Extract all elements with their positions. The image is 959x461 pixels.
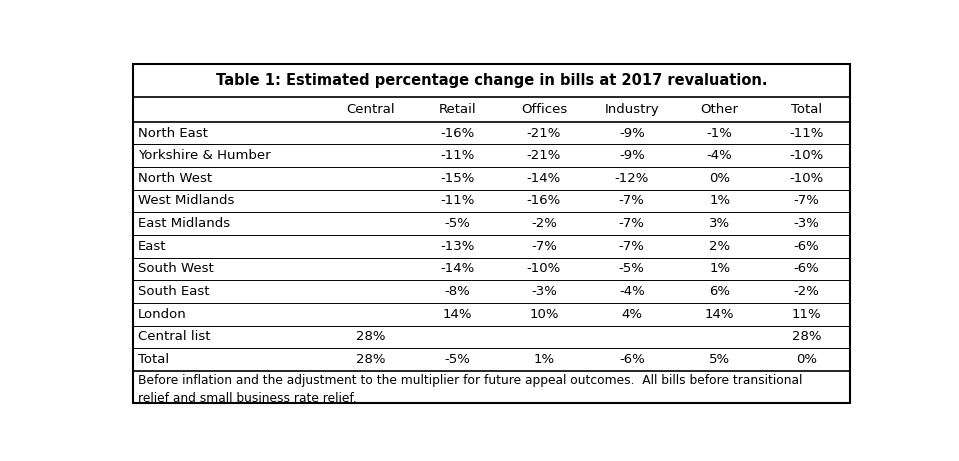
Text: London: London: [138, 308, 186, 321]
Text: -10%: -10%: [526, 262, 561, 275]
Text: 14%: 14%: [705, 308, 735, 321]
Text: -21%: -21%: [526, 149, 561, 162]
Text: -2%: -2%: [793, 285, 819, 298]
Text: -3%: -3%: [793, 217, 819, 230]
Text: -4%: -4%: [707, 149, 733, 162]
Text: North West: North West: [138, 172, 212, 185]
Text: -6%: -6%: [619, 353, 644, 366]
Text: -14%: -14%: [440, 262, 475, 275]
Text: -21%: -21%: [526, 126, 561, 140]
Text: Total: Total: [791, 103, 822, 116]
Text: -2%: -2%: [531, 217, 557, 230]
Text: Table 1: Estimated percentage change in bills at 2017 revaluation.: Table 1: Estimated percentage change in …: [216, 73, 767, 88]
Text: 11%: 11%: [791, 308, 821, 321]
Text: -6%: -6%: [793, 262, 819, 275]
Text: -11%: -11%: [789, 126, 824, 140]
Text: -9%: -9%: [619, 126, 644, 140]
Text: 6%: 6%: [710, 285, 730, 298]
Text: West Midlands: West Midlands: [138, 195, 234, 207]
Text: 3%: 3%: [709, 217, 731, 230]
Text: Industry: Industry: [604, 103, 659, 116]
Text: -13%: -13%: [440, 240, 475, 253]
Text: Other: Other: [701, 103, 738, 116]
Text: Before inflation and the adjustment to the multiplier for future appeal outcomes: Before inflation and the adjustment to t…: [138, 374, 802, 405]
Text: -15%: -15%: [440, 172, 475, 185]
Text: 1%: 1%: [709, 262, 731, 275]
Text: Yorkshire & Humber: Yorkshire & Humber: [138, 149, 270, 162]
Text: -9%: -9%: [619, 149, 644, 162]
Text: Offices: Offices: [521, 103, 567, 116]
Text: North East: North East: [138, 126, 207, 140]
Text: 28%: 28%: [356, 353, 386, 366]
Text: East: East: [138, 240, 166, 253]
Text: -12%: -12%: [615, 172, 649, 185]
Text: -1%: -1%: [707, 126, 733, 140]
Text: -11%: -11%: [440, 149, 475, 162]
Text: 14%: 14%: [442, 308, 472, 321]
Text: -10%: -10%: [789, 172, 824, 185]
Text: -5%: -5%: [444, 217, 470, 230]
Text: 0%: 0%: [710, 172, 730, 185]
Text: -10%: -10%: [789, 149, 824, 162]
Text: -7%: -7%: [793, 195, 819, 207]
Text: South East: South East: [138, 285, 209, 298]
Text: -7%: -7%: [531, 240, 557, 253]
Text: 1%: 1%: [533, 353, 554, 366]
Text: -3%: -3%: [531, 285, 557, 298]
Text: -7%: -7%: [619, 195, 644, 207]
Text: 28%: 28%: [356, 331, 386, 343]
Text: -8%: -8%: [444, 285, 470, 298]
Text: -16%: -16%: [526, 195, 561, 207]
Text: East Midlands: East Midlands: [138, 217, 230, 230]
Text: -6%: -6%: [793, 240, 819, 253]
Text: -14%: -14%: [526, 172, 561, 185]
Text: 0%: 0%: [796, 353, 817, 366]
Text: Total: Total: [138, 353, 169, 366]
Text: Retail: Retail: [438, 103, 476, 116]
Text: 4%: 4%: [621, 308, 643, 321]
Text: -11%: -11%: [440, 195, 475, 207]
Text: 10%: 10%: [529, 308, 559, 321]
Text: 1%: 1%: [709, 195, 731, 207]
Text: -5%: -5%: [619, 262, 644, 275]
Text: -4%: -4%: [619, 285, 644, 298]
Text: 28%: 28%: [791, 331, 821, 343]
Text: South West: South West: [138, 262, 214, 275]
Text: -7%: -7%: [619, 217, 644, 230]
Text: Central list: Central list: [138, 331, 210, 343]
Text: 5%: 5%: [709, 353, 731, 366]
Text: -5%: -5%: [444, 353, 470, 366]
Text: -16%: -16%: [440, 126, 475, 140]
Text: 2%: 2%: [709, 240, 731, 253]
Text: -7%: -7%: [619, 240, 644, 253]
Text: Central: Central: [346, 103, 395, 116]
